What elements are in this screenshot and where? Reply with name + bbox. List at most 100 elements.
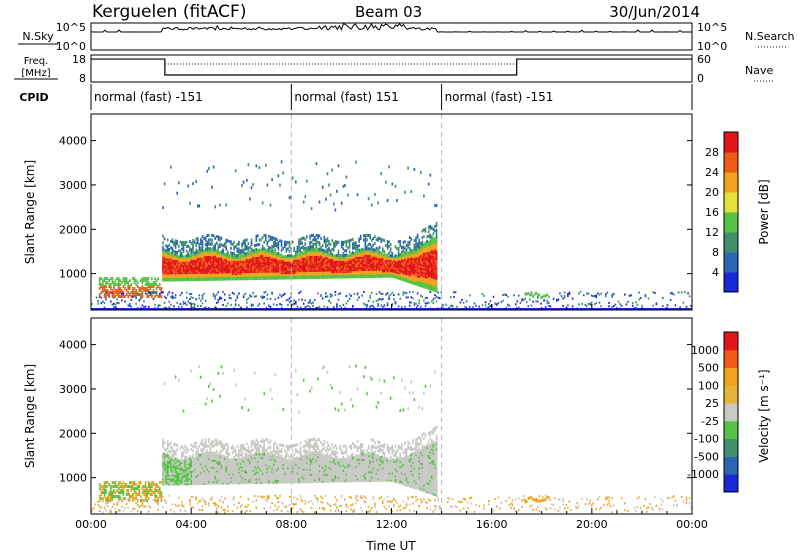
heatmap-cell — [279, 260, 281, 264]
heatmap-cell — [375, 293, 378, 296]
heatmap-cell — [209, 269, 212, 272]
heatmap-cell — [168, 457, 171, 461]
heatmap-cell — [394, 272, 397, 276]
heatmap-cell — [271, 253, 273, 257]
heatmap-cell — [423, 244, 425, 248]
heatmap-cell — [280, 295, 283, 298]
heatmap-cell — [340, 261, 343, 265]
heatmap-cell — [185, 291, 188, 294]
heatmap-cell — [116, 485, 118, 489]
heatmap-cell — [157, 485, 159, 489]
heatmap-cell — [111, 497, 114, 500]
heatmap-cell — [165, 266, 167, 270]
heatmap-cell — [268, 257, 270, 261]
heatmap-cell — [209, 265, 212, 269]
heatmap-cell — [321, 263, 324, 267]
heatmap-cell — [190, 296, 193, 299]
heatmap-cell — [420, 275, 422, 279]
heatmap-cell — [106, 277, 109, 281]
heatmap-cell — [404, 264, 406, 268]
heatmap-cell — [293, 255, 295, 259]
heatmap-cell — [282, 269, 284, 273]
heatmap-cell — [370, 291, 373, 294]
heatmap-cell — [261, 261, 264, 264]
heatmap-cell — [238, 259, 240, 263]
heatmap-cell — [171, 264, 174, 268]
heatmap-cell — [298, 240, 300, 244]
heatmap-cell — [318, 243, 321, 247]
heatmap-cell — [421, 272, 424, 276]
heatmap-cell — [340, 272, 343, 275]
heatmap-cell — [435, 284, 438, 288]
heatmap-cell — [253, 257, 256, 261]
heatmap-cell — [524, 292, 526, 296]
heatmap-cell — [399, 239, 401, 243]
heatmap-cell — [98, 295, 101, 298]
heatmap-cell — [426, 263, 428, 267]
heatmap-cell — [266, 266, 269, 270]
heatmap-cell — [250, 266, 253, 270]
heatmap-cell — [424, 252, 427, 256]
heatmap-cell — [173, 249, 175, 253]
heatmap-cell — [391, 260, 394, 264]
heatmap-cell — [119, 481, 122, 485]
heatmap-cell — [122, 509, 125, 512]
heatmap-cell — [170, 275, 172, 278]
heatmap-cell — [635, 301, 637, 304]
heatmap-cell — [201, 265, 204, 269]
heatmap-cell — [328, 268, 330, 272]
heatmap-cell — [114, 289, 117, 292]
heatmap-cell — [166, 457, 169, 461]
heatmap-cell — [195, 272, 197, 276]
heatmap-cell — [389, 247, 392, 251]
heatmap-cell — [110, 511, 112, 514]
heatmap-cell — [203, 258, 205, 262]
heatmap-cell — [337, 293, 340, 296]
heatmap-cell — [415, 257, 417, 261]
heatmap-cell — [377, 236, 379, 240]
heatmap-cell — [125, 277, 128, 281]
heatmap-cell — [234, 265, 237, 268]
heatmap-cell — [314, 247, 316, 251]
freq-tick-top: 18 — [72, 53, 86, 66]
heatmap-cell — [396, 272, 398, 276]
heatmap-cell — [166, 466, 169, 470]
heatmap-cell — [160, 295, 163, 298]
heatmap-cell — [162, 264, 164, 268]
heatmap-cell — [435, 239, 438, 243]
heatmap-cell — [204, 243, 207, 247]
heatmap-cell — [246, 257, 248, 261]
heatmap-cell — [314, 272, 316, 276]
heatmap-cell — [326, 295, 329, 298]
heatmap-cell — [435, 289, 438, 293]
heatmap-cell — [222, 261, 224, 265]
heatmap-cell — [228, 266, 231, 270]
heatmap-cell — [347, 271, 349, 275]
heatmap-cell — [160, 289, 163, 292]
heatmap-cell — [293, 256, 295, 260]
heatmap-cell — [190, 276, 193, 280]
heatmap-cell — [209, 247, 212, 251]
heatmap-cell — [339, 257, 341, 261]
heatmap-cell — [100, 497, 103, 500]
heatmap-cell — [410, 190, 413, 194]
heatmap-cell — [342, 268, 345, 272]
heatmap-cell — [204, 270, 207, 274]
heatmap-cell — [143, 277, 145, 281]
heatmap-cell — [178, 482, 180, 486]
heatmap-cell — [393, 266, 395, 270]
heatmap-cell — [249, 270, 251, 274]
heatmap-cell — [290, 271, 292, 275]
heatmap-cell — [217, 277, 220, 281]
heatmap-cell — [246, 261, 248, 265]
heatmap-cell — [271, 249, 273, 253]
heatmap-cell — [377, 299, 379, 301]
heatmap-cell — [399, 270, 401, 274]
heatmap-cell — [374, 255, 376, 259]
heatmap-cell — [206, 256, 209, 260]
heatmap-cell — [133, 491, 136, 494]
heatmap-cell — [247, 277, 250, 281]
heatmap-cell — [280, 160, 283, 164]
heatmap-cell — [174, 503, 177, 506]
